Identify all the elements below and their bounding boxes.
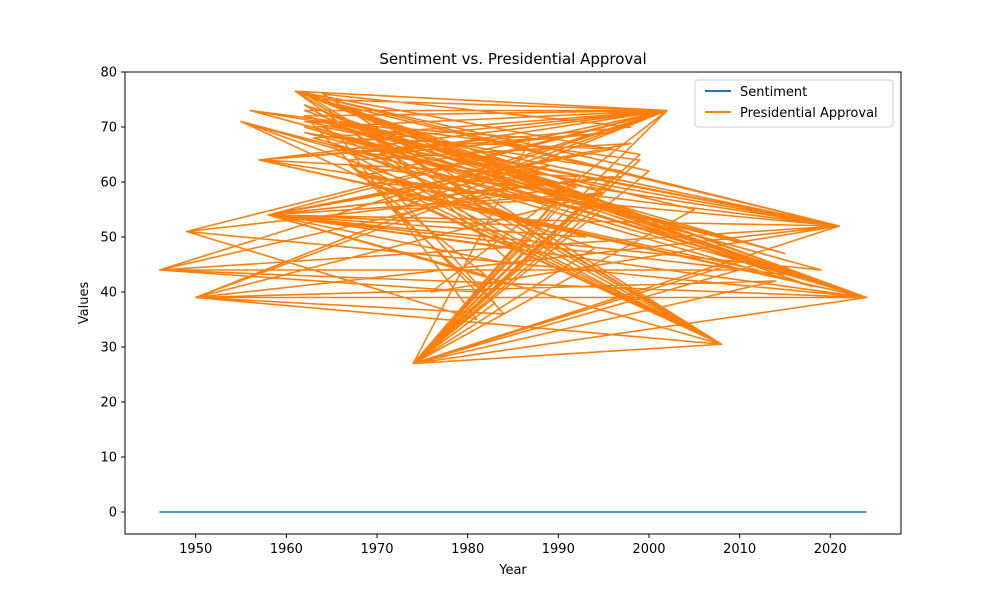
series-layer xyxy=(158,90,868,513)
x-tick-label: 1990 xyxy=(542,542,575,557)
y-tick-label: 50 xyxy=(100,231,117,246)
x-tick-label: 1950 xyxy=(179,542,212,557)
y-tick-label: 0 xyxy=(109,506,117,521)
series-line-presidential-approval xyxy=(158,90,868,365)
x-tick-label: 1980 xyxy=(451,542,484,557)
y-tick-label: 60 xyxy=(100,176,117,191)
y-axis-ticks: 0 10 20 30 40 50 60 70 80 xyxy=(100,66,125,521)
plot-frame xyxy=(124,71,902,535)
x-tick-label: 2010 xyxy=(723,542,756,557)
x-tick-label: 2000 xyxy=(632,542,665,557)
y-tick-label: 20 xyxy=(100,396,117,411)
x-tick-label: 2020 xyxy=(814,542,847,557)
legend-label-sentiment: Sentiment xyxy=(740,85,807,100)
x-axis-ticks: 1950 1960 1970 1980 1990 2000 2010 2020 xyxy=(179,534,847,557)
y-tick-label: 40 xyxy=(100,286,117,301)
chart-title: Sentiment vs. Presidential Approval xyxy=(379,50,646,68)
y-tick-label: 30 xyxy=(100,341,117,356)
y-tick-label: 80 xyxy=(100,66,117,81)
legend: Sentiment Presidential Approval xyxy=(694,79,894,128)
y-tick-label: 10 xyxy=(100,451,117,466)
x-tick-label: 1970 xyxy=(360,542,393,557)
x-tick-label: 1960 xyxy=(270,542,303,557)
x-axis-label: Year xyxy=(498,563,527,578)
legend-label-presidential-approval: Presidential Approval xyxy=(740,106,878,121)
y-axis-label: Values xyxy=(77,282,92,325)
y-tick-label: 70 xyxy=(100,121,117,136)
legend-box xyxy=(694,79,894,128)
